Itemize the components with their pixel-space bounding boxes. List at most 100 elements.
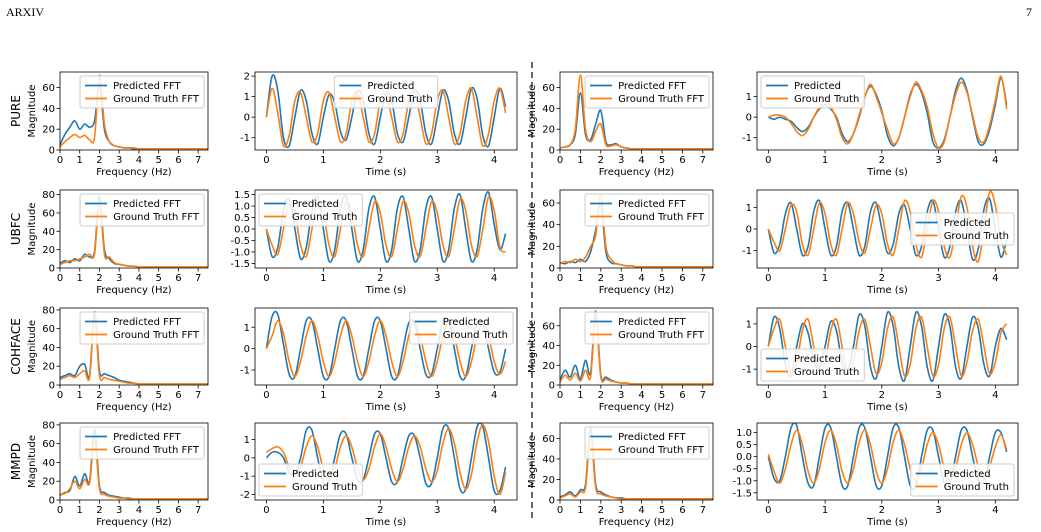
x-tick-label: 2	[96, 273, 102, 284]
x-tick-label: 6	[679, 155, 685, 166]
legend-label: Predicted	[367, 81, 414, 92]
x-tick-label: 1	[577, 390, 583, 401]
y-tick-label: 0	[49, 146, 55, 157]
y-tick-label: 1	[746, 319, 752, 330]
plot-frame	[559, 422, 714, 501]
y-tick-label: 0	[549, 264, 555, 275]
y-tick-label: 0.0	[234, 225, 250, 236]
legend: Predicted Ground Truth	[333, 75, 439, 109]
x-axis-label: Time (s)	[365, 402, 407, 413]
legend: Predicted FFT Ground Truth FFT	[584, 311, 710, 345]
legend-label: Predicted FFT	[618, 199, 686, 210]
x-axis-label: Time (s)	[866, 402, 908, 413]
plot-frame	[756, 422, 1019, 501]
x-axis-label: Frequency (Hz)	[599, 167, 675, 178]
legend-box	[584, 75, 710, 109]
y-tick-label: 80	[42, 305, 55, 316]
x-axis-label: Time (s)	[866, 285, 908, 296]
y-tick-label: -1	[742, 365, 752, 376]
legend-label: Predicted	[292, 199, 339, 210]
x-tick-label: 0	[57, 505, 63, 516]
y-tick-label: -0.5	[230, 236, 250, 247]
legend-label: Ground Truth FFT	[618, 94, 705, 105]
y-tick-label: 60	[42, 208, 55, 219]
legend-box	[79, 426, 205, 460]
series-line	[60, 316, 208, 385]
x-tick-label: 6	[679, 505, 685, 516]
x-tick-label: 6	[175, 273, 181, 284]
x-tick-label: 1	[77, 505, 83, 516]
series-line	[265, 191, 507, 263]
y-tick-label: 1	[244, 92, 250, 103]
y-tick-label: 20	[542, 475, 555, 486]
series-line	[767, 190, 1008, 263]
plot-frame	[756, 189, 1019, 269]
x-axis-label: Time (s)	[365, 517, 407, 528]
plot-frame	[756, 307, 1019, 386]
legend-label: Ground Truth	[443, 330, 508, 341]
legend-label: Ground Truth FFT	[113, 212, 200, 223]
legend-label: Ground Truth	[794, 367, 859, 378]
legend: Predicted FFT Ground Truth FFT	[584, 426, 710, 460]
legend-label: Ground Truth FFT	[618, 212, 705, 223]
y-tick-label: 40	[542, 454, 555, 465]
y-tick-label: 0	[746, 225, 752, 236]
series-line	[767, 423, 1008, 490]
x-tick-label: 0	[263, 273, 269, 284]
legend: Predicted Ground Truth	[910, 212, 1015, 246]
series-line	[560, 317, 713, 385]
y-tick-label: 40	[542, 104, 555, 115]
x-tick-label: 4	[491, 155, 497, 166]
legend-label: Predicted	[292, 469, 339, 480]
plot-frame	[59, 189, 209, 269]
x-tick-label: 2	[879, 155, 885, 166]
y-tick-label: 20	[42, 125, 55, 136]
y-tick-label: 0	[49, 264, 55, 275]
legend-label: Predicted FFT	[618, 432, 686, 443]
y-tick-label: 60	[42, 324, 55, 335]
x-tick-label: 6	[679, 390, 685, 401]
x-tick-label: 7	[195, 155, 201, 166]
y-tick-label: 20	[42, 245, 55, 256]
x-tick-label: 4	[136, 273, 142, 284]
x-tick-label: 2	[598, 155, 604, 166]
y-tick-label: 0.5	[736, 440, 752, 451]
x-tick-label: 1	[320, 390, 326, 401]
x-tick-label: 2	[879, 505, 885, 516]
y-tick-label: 20	[542, 361, 555, 372]
y-tick-label: 40	[542, 341, 555, 352]
legend-label: Ground Truth	[794, 94, 859, 105]
y-axis-label: Magnitude	[527, 320, 538, 373]
x-tick-label: 3	[935, 273, 941, 284]
x-tick-label: 1	[577, 505, 583, 516]
legend-box	[258, 463, 363, 497]
legend: Predicted Ground Truth	[760, 348, 865, 382]
y-tick-label: 20	[42, 362, 55, 373]
legend-label: Ground Truth	[944, 482, 1009, 493]
x-tick-label: 2	[879, 273, 885, 284]
x-tick-label: 4	[491, 273, 497, 284]
y-tick-label: 40	[42, 227, 55, 238]
legend-label: Ground Truth FFT	[618, 445, 705, 456]
x-tick-label: 4	[491, 505, 497, 516]
legend: Predicted FFT Ground Truth FFT	[584, 193, 710, 227]
y-tick-label: 0	[49, 496, 55, 507]
legend-box	[79, 193, 205, 227]
y-tick-label: 1	[244, 323, 250, 334]
legend-label: Ground Truth FFT	[113, 94, 200, 105]
x-tick-label: 2	[377, 390, 383, 401]
legend-box	[79, 75, 205, 109]
y-tick-label: 0	[549, 496, 555, 507]
x-tick-label: 0	[557, 505, 563, 516]
series-line	[767, 310, 1008, 383]
legend: Predicted Ground Truth	[910, 463, 1015, 497]
y-tick-label: -1.5	[732, 488, 752, 499]
plot-frame	[254, 189, 518, 269]
x-tick-label: 2	[96, 390, 102, 401]
legend: Predicted FFT Ground Truth FFT	[584, 75, 710, 109]
y-tick-label: 0	[49, 381, 55, 392]
series-line	[767, 429, 1008, 484]
legend-label: Predicted FFT	[113, 432, 181, 443]
y-tick-label: 60	[542, 434, 555, 445]
x-tick-label: 4	[992, 390, 998, 401]
